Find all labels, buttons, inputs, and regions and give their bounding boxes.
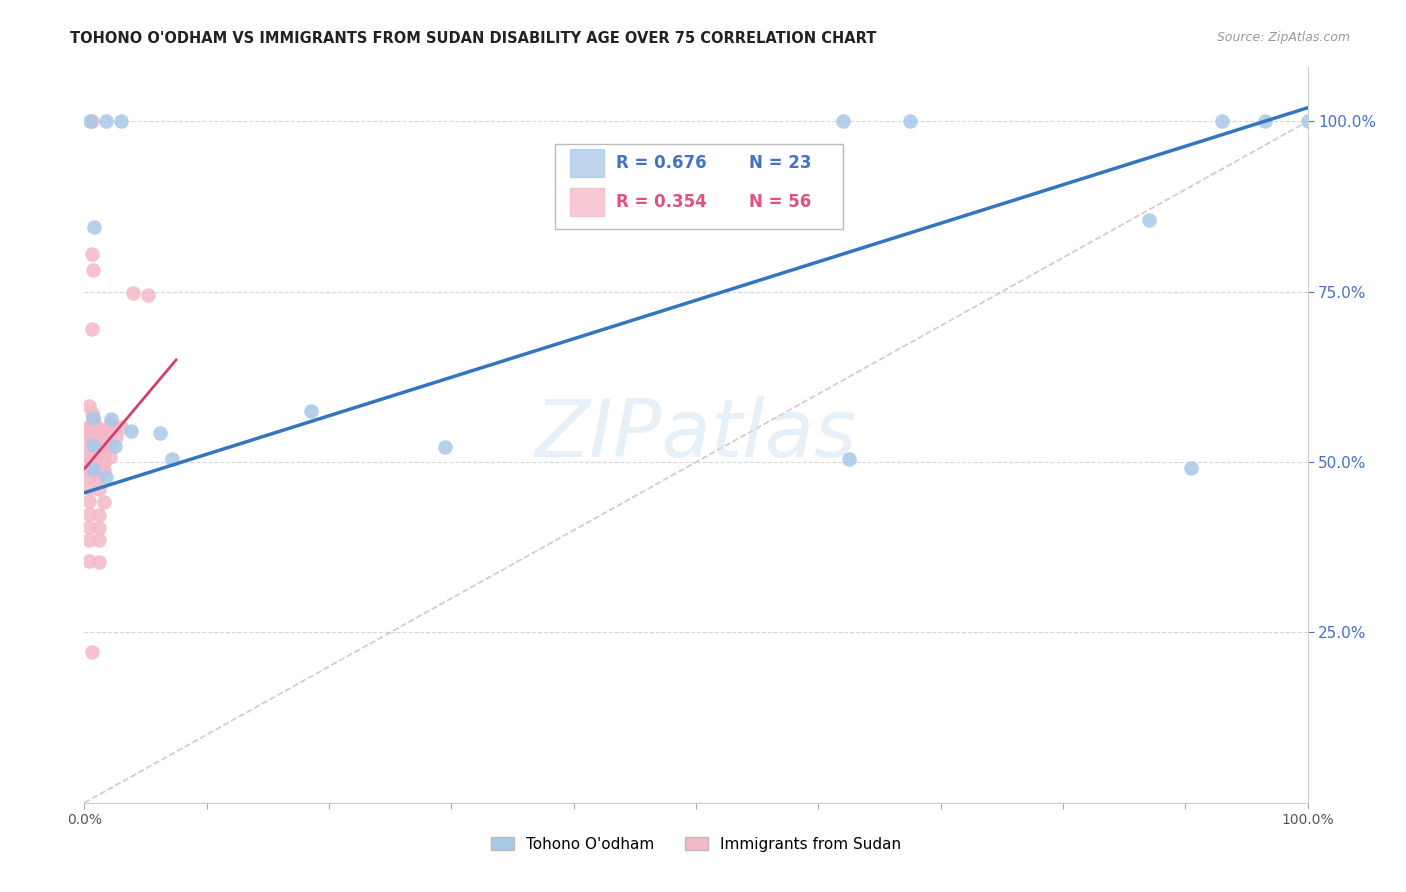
Point xyxy=(100,412,122,426)
Point xyxy=(80,114,103,128)
Point xyxy=(97,430,120,444)
Point xyxy=(96,114,118,128)
Point xyxy=(87,482,110,496)
Point xyxy=(434,440,457,454)
Point xyxy=(77,399,100,413)
Point xyxy=(77,419,100,434)
Point xyxy=(77,470,100,484)
Point xyxy=(838,451,860,466)
Point xyxy=(87,463,110,477)
Point xyxy=(93,442,115,457)
Point xyxy=(83,220,105,235)
Point xyxy=(86,420,108,434)
Point xyxy=(97,419,120,434)
Point xyxy=(77,436,100,450)
Point xyxy=(898,114,921,128)
Point xyxy=(80,247,103,261)
Point xyxy=(87,520,110,534)
Point xyxy=(87,508,110,522)
Point xyxy=(82,410,104,425)
Point xyxy=(93,450,115,464)
Point xyxy=(82,462,104,476)
Point xyxy=(93,494,115,508)
Point xyxy=(100,417,122,431)
Point xyxy=(77,507,100,521)
Point xyxy=(79,424,101,438)
Point xyxy=(1211,114,1233,128)
Point xyxy=(77,554,100,568)
Point xyxy=(93,457,115,471)
Point xyxy=(77,463,100,477)
Point xyxy=(87,430,110,444)
Point xyxy=(87,470,110,484)
Point xyxy=(80,416,103,430)
Point xyxy=(82,263,104,277)
Bar xyxy=(569,187,605,216)
Legend: Tohono O'odham, Immigrants from Sudan: Tohono O'odham, Immigrants from Sudan xyxy=(485,830,907,858)
Point xyxy=(83,417,105,431)
Point xyxy=(80,644,103,658)
Point xyxy=(149,425,172,440)
Point xyxy=(77,533,100,547)
Point xyxy=(1254,114,1277,128)
Point xyxy=(77,494,100,508)
Point xyxy=(120,425,142,439)
Point xyxy=(77,457,100,471)
Text: Source: ZipAtlas.com: Source: ZipAtlas.com xyxy=(1216,31,1350,45)
Text: TOHONO O'ODHAM VS IMMIGRANTS FROM SUDAN DISABILITY AGE OVER 75 CORRELATION CHART: TOHONO O'ODHAM VS IMMIGRANTS FROM SUDAN … xyxy=(70,31,877,46)
Point xyxy=(98,436,121,450)
Point xyxy=(80,322,103,336)
Point xyxy=(1137,213,1160,227)
Point xyxy=(831,114,853,128)
Point xyxy=(93,463,115,477)
Point xyxy=(105,430,128,444)
Point xyxy=(87,533,110,548)
Point xyxy=(87,436,110,450)
Text: ZIPatlas: ZIPatlas xyxy=(534,396,858,474)
Point xyxy=(87,450,110,464)
Point xyxy=(79,114,101,128)
Point xyxy=(136,288,159,302)
Point xyxy=(1180,460,1202,475)
Text: N = 23: N = 23 xyxy=(748,153,811,171)
Point xyxy=(77,450,100,464)
Point xyxy=(110,420,132,434)
FancyBboxPatch shape xyxy=(555,145,842,229)
Point xyxy=(77,429,100,443)
Point xyxy=(77,520,100,534)
Point xyxy=(110,114,132,128)
Point xyxy=(98,450,121,464)
Point xyxy=(96,424,118,438)
Point xyxy=(94,436,117,450)
Point xyxy=(80,406,103,420)
Point xyxy=(77,442,100,457)
Point xyxy=(82,410,104,425)
Point xyxy=(104,439,127,453)
Point xyxy=(82,438,104,452)
Text: R = 0.354: R = 0.354 xyxy=(616,193,707,211)
Point xyxy=(87,555,110,569)
Point xyxy=(87,424,110,438)
Point xyxy=(96,470,118,484)
Point xyxy=(1296,114,1319,128)
Point xyxy=(299,404,322,418)
Point xyxy=(87,457,110,471)
Text: R = 0.676: R = 0.676 xyxy=(616,153,707,171)
Point xyxy=(122,286,145,301)
Point xyxy=(87,442,110,457)
Point xyxy=(77,481,100,495)
Text: N = 56: N = 56 xyxy=(748,193,811,211)
Point xyxy=(162,451,184,466)
Bar xyxy=(569,149,605,177)
